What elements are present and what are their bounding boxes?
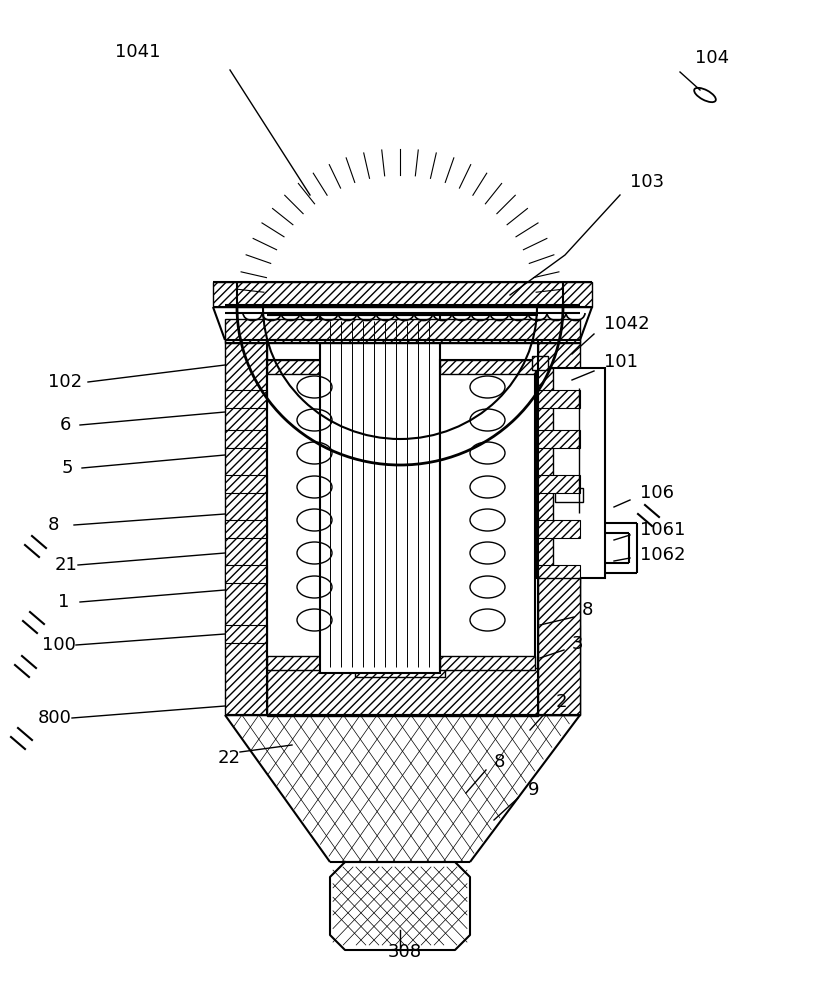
Bar xyxy=(225,430,267,448)
Text: 308: 308 xyxy=(388,943,422,961)
Text: 1: 1 xyxy=(58,593,69,611)
Bar xyxy=(225,319,580,343)
Text: 100: 100 xyxy=(42,636,76,654)
Text: 1062: 1062 xyxy=(640,546,685,564)
Text: 3: 3 xyxy=(572,635,584,653)
Bar xyxy=(440,656,535,670)
Text: 104: 104 xyxy=(695,49,729,67)
Bar xyxy=(213,282,592,307)
Bar xyxy=(555,488,583,502)
Text: 9: 9 xyxy=(528,781,540,799)
Text: 103: 103 xyxy=(630,173,664,191)
Text: 800: 800 xyxy=(38,709,72,727)
Bar xyxy=(267,360,362,670)
Text: 1041: 1041 xyxy=(115,43,161,61)
Bar xyxy=(440,360,535,670)
Bar xyxy=(267,668,538,716)
Bar xyxy=(537,368,605,578)
Text: 22: 22 xyxy=(218,749,241,767)
Text: 21: 21 xyxy=(55,556,78,574)
Bar xyxy=(440,360,535,374)
Bar xyxy=(225,520,267,538)
Text: 2: 2 xyxy=(556,693,567,711)
Bar xyxy=(225,390,267,408)
Bar xyxy=(538,520,580,538)
Text: 8: 8 xyxy=(48,516,59,534)
Text: 1061: 1061 xyxy=(640,521,685,539)
Bar xyxy=(225,340,267,715)
Text: 101: 101 xyxy=(604,353,638,371)
Bar xyxy=(225,475,267,493)
Polygon shape xyxy=(330,862,470,950)
Bar xyxy=(537,368,553,578)
Bar xyxy=(538,578,580,715)
Bar xyxy=(538,430,580,448)
Bar xyxy=(538,340,580,715)
Bar xyxy=(267,656,362,670)
Bar xyxy=(532,356,548,370)
Text: 6: 6 xyxy=(60,416,72,434)
Text: 8: 8 xyxy=(494,753,505,771)
Bar xyxy=(267,360,362,374)
Text: 1042: 1042 xyxy=(604,315,650,333)
Text: 106: 106 xyxy=(640,484,674,502)
Text: 8: 8 xyxy=(582,601,593,619)
Bar xyxy=(225,565,267,583)
Bar xyxy=(320,315,440,673)
Bar xyxy=(538,390,580,408)
Bar xyxy=(225,625,267,643)
Text: 5: 5 xyxy=(62,459,73,477)
Bar xyxy=(538,625,580,643)
Bar xyxy=(355,655,445,677)
Text: 102: 102 xyxy=(48,373,82,391)
Bar xyxy=(538,565,580,583)
Bar xyxy=(538,475,580,493)
Polygon shape xyxy=(225,715,580,862)
